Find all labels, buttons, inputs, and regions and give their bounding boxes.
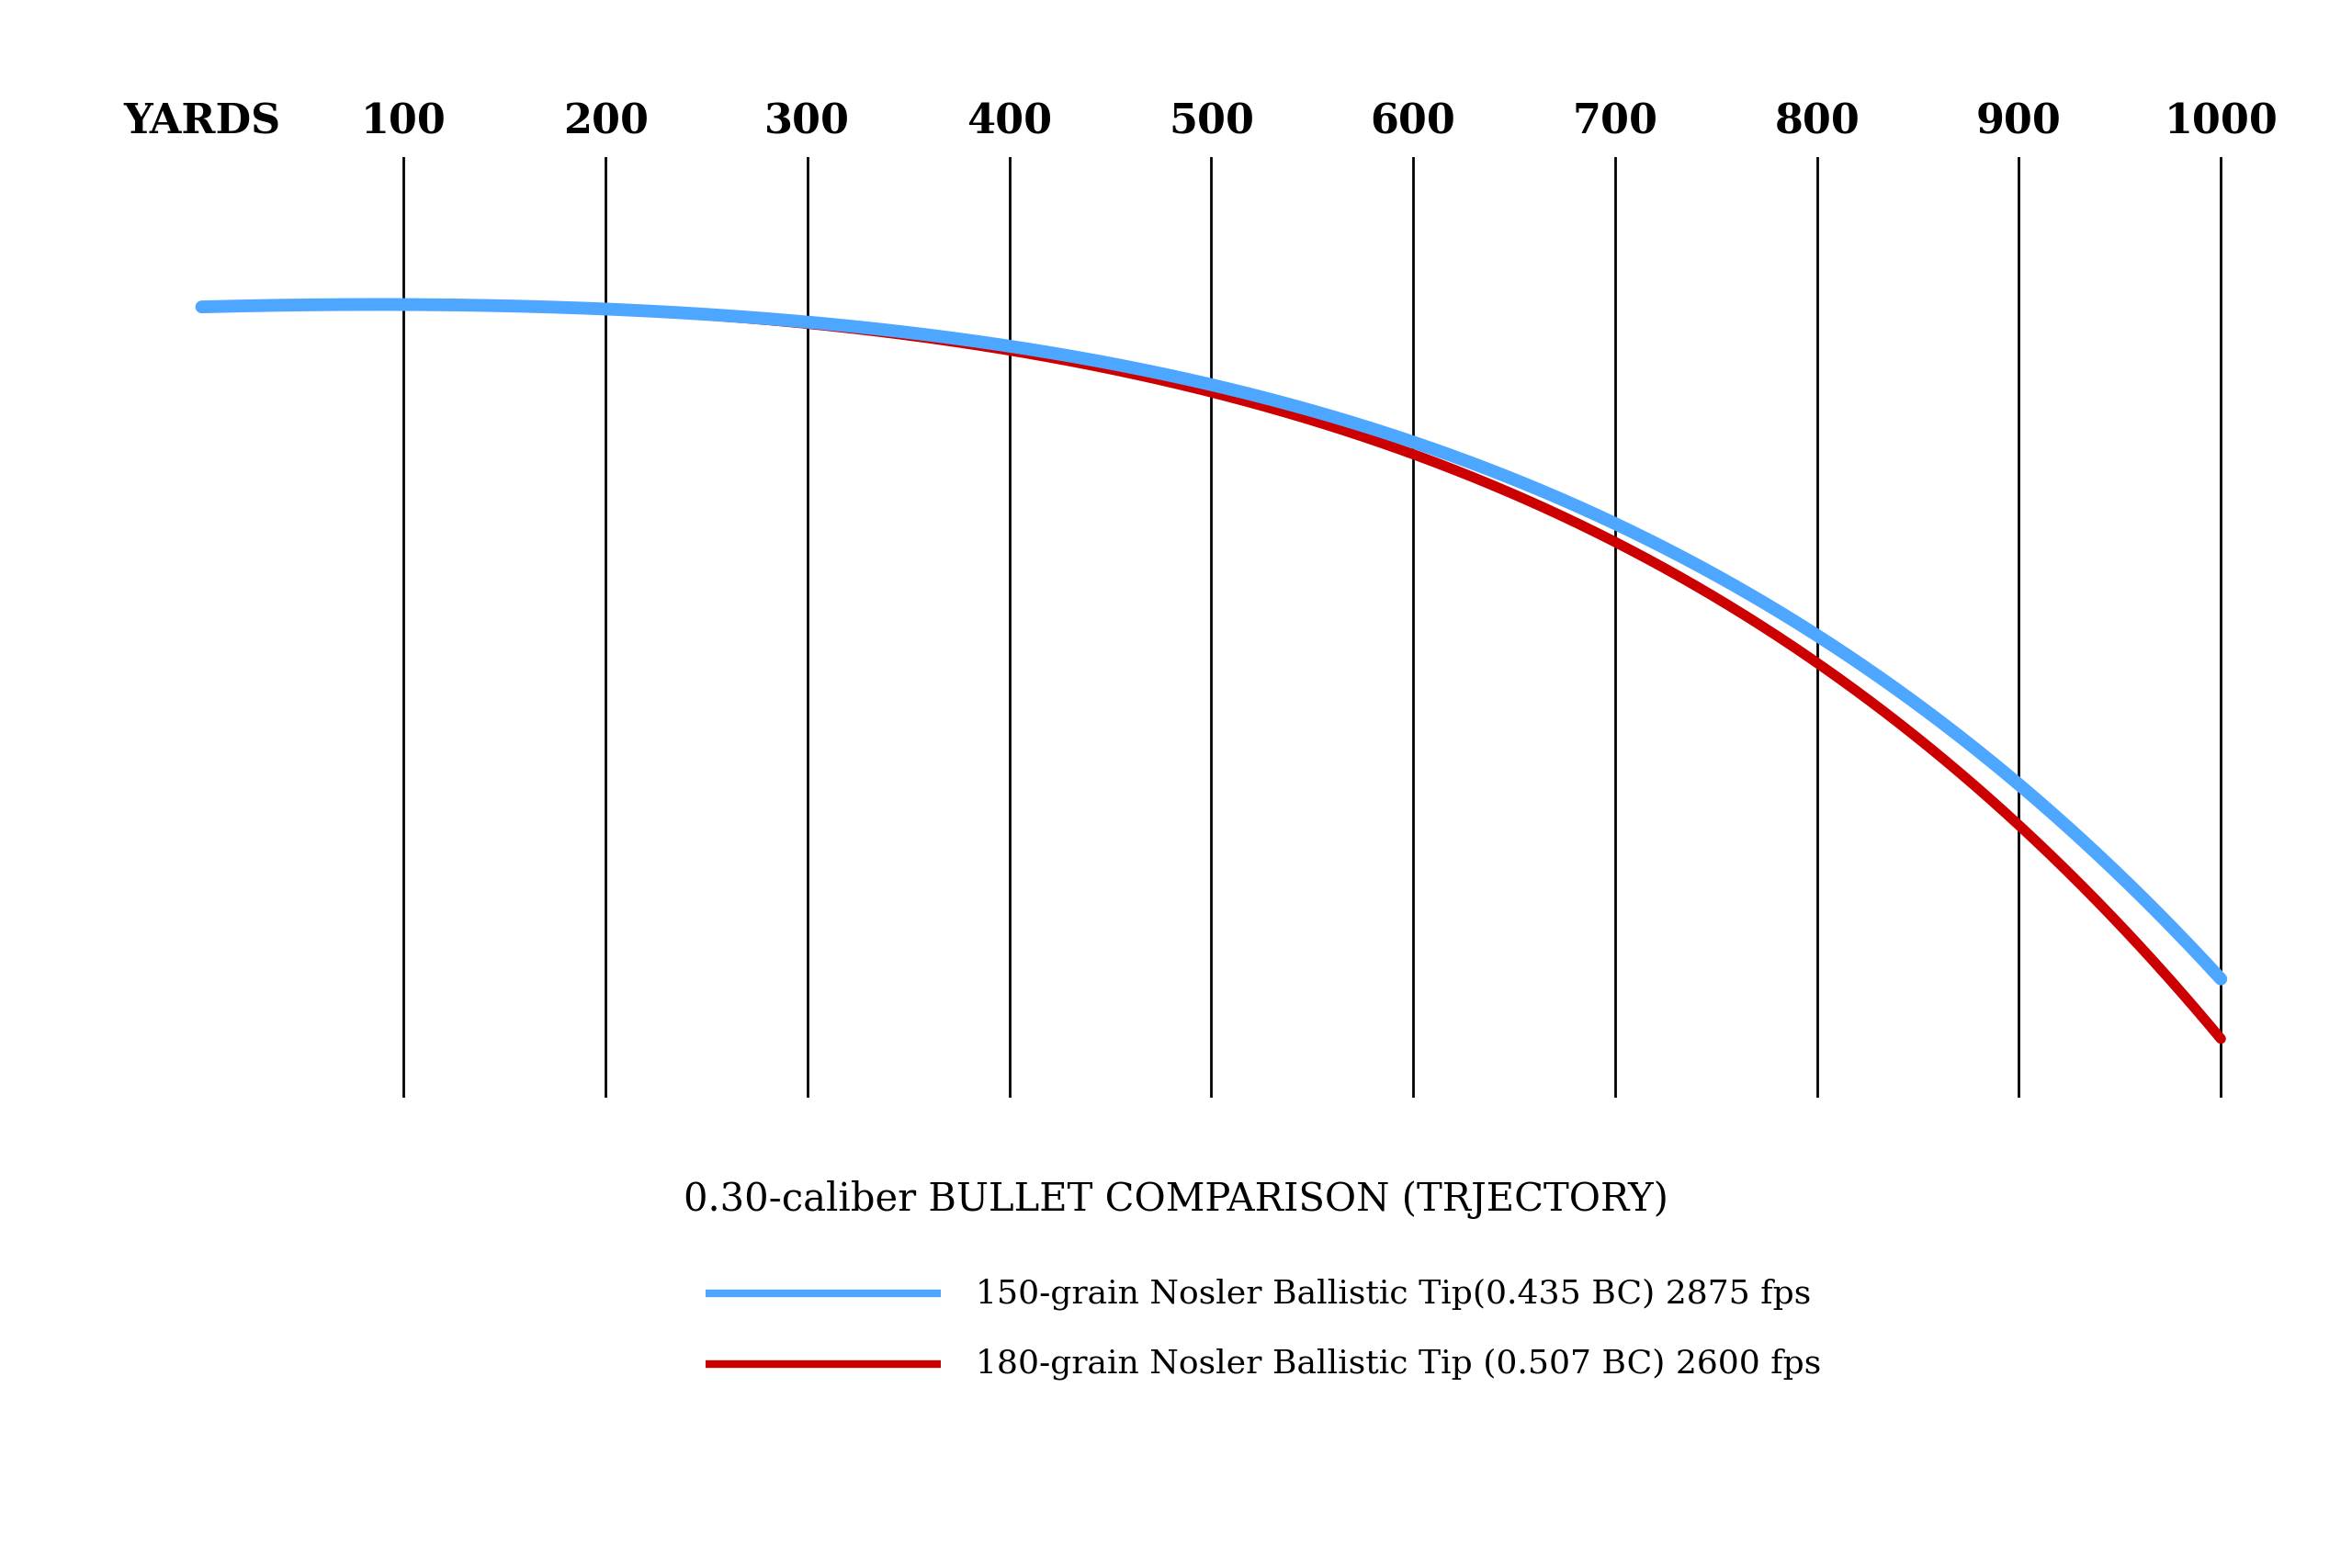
Text: 180-grain Nosler Ballistic Tip (0.507 BC) 2600 fps: 180-grain Nosler Ballistic Tip (0.507 BC… xyxy=(976,1348,1820,1380)
Text: 150-grain Nosler Ballistic Tip(0.435 BC) 2875 fps: 150-grain Nosler Ballistic Tip(0.435 BC)… xyxy=(976,1278,1811,1309)
Text: 0.30-caliber BULLET COMPARISON (TRJECTORY): 0.30-caliber BULLET COMPARISON (TRJECTOR… xyxy=(684,1181,1668,1218)
